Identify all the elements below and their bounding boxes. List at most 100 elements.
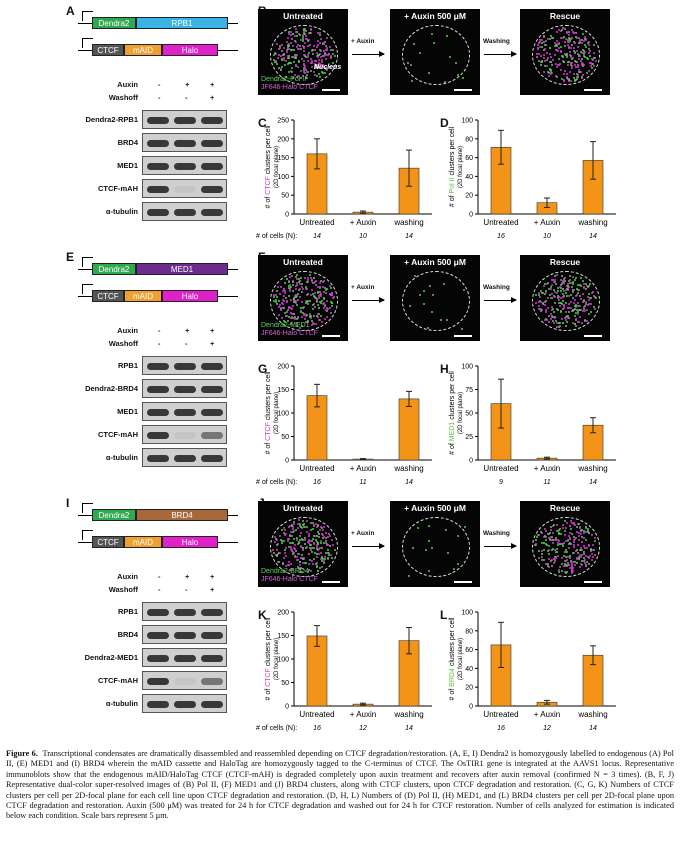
cluster-dot: [575, 66, 578, 69]
cluster-dot: [573, 538, 576, 541]
cluster-dot: [317, 569, 320, 572]
cluster-dot: [456, 562, 459, 565]
cluster-dot: [302, 520, 305, 523]
cluster-dot: [282, 54, 285, 57]
cluster-dot: [537, 59, 540, 62]
cluster-dot: [275, 301, 278, 304]
cluster-dot: [544, 539, 547, 542]
cluster-dot: [560, 303, 563, 306]
cluster-dot: [564, 52, 567, 55]
cluster-dot: [306, 278, 309, 281]
cluster-dot: [289, 546, 292, 549]
cluster-dot: [318, 313, 321, 316]
cluster-dot: [312, 281, 315, 284]
cluster-dot: [329, 301, 332, 304]
cluster-dot: [306, 70, 309, 73]
cluster-dot: [319, 293, 322, 296]
cluster-dot: [562, 564, 565, 567]
cluster-dot: [296, 316, 299, 319]
cluster-dot: [587, 296, 590, 299]
cluster-dot: [329, 66, 332, 69]
scale-bar: [322, 335, 340, 337]
cluster-dot: [561, 570, 564, 573]
cluster-dot: [575, 317, 578, 320]
cluster-dot: [555, 30, 558, 33]
cluster-dot: [418, 52, 421, 55]
cluster-dot: [299, 69, 302, 72]
cluster-dot: [581, 559, 584, 562]
cluster-dot: [318, 41, 321, 44]
cluster-dot: [290, 315, 293, 318]
cluster-dot: [545, 563, 548, 566]
cluster-dot: [545, 535, 548, 538]
cluster-dot: [319, 541, 322, 544]
cluster-dot: [289, 34, 292, 37]
cluster-dot: [573, 40, 576, 43]
cluster-dot: [293, 313, 296, 316]
cluster-dot: [593, 56, 596, 59]
cluster-dot: [559, 46, 562, 49]
cluster-dot: [575, 311, 578, 314]
cluster-dot: [463, 525, 466, 528]
cluster-dot: [568, 38, 571, 41]
cluster-dot: [545, 40, 548, 43]
cluster-dot: [571, 286, 574, 289]
cluster-dot: [583, 530, 586, 533]
cluster-dot: [551, 283, 554, 286]
cluster-dot: [308, 543, 311, 546]
cluster-dot: [282, 307, 285, 310]
cluster-dot: [283, 282, 286, 285]
cluster-dot: [305, 68, 308, 71]
blot-panel: [142, 110, 227, 129]
cluster-dot: [304, 67, 307, 70]
cluster-dot: [300, 554, 303, 557]
cluster-dot: [572, 322, 575, 325]
cluster-dot: [313, 534, 316, 537]
cluster-dot: [565, 56, 568, 59]
blot-band: [201, 455, 223, 462]
cluster-dot: [540, 308, 543, 311]
cluster-dot: [560, 301, 563, 304]
cluster-dot: [278, 313, 281, 316]
cluster-dot: [304, 277, 307, 280]
arrow-right-icon: [484, 297, 517, 303]
cluster-dot: [304, 76, 307, 79]
cluster-dot: [562, 60, 565, 63]
cluster-dot: [286, 56, 289, 59]
cluster-dot: [569, 532, 572, 535]
cluster-dot: [566, 538, 569, 541]
cluster-dot: [287, 319, 290, 322]
cluster-dot: [579, 547, 582, 550]
cluster-dot: [293, 34, 296, 37]
cluster-dot: [326, 558, 329, 561]
cluster-dot: [292, 61, 295, 64]
cluster-dot: [569, 557, 572, 560]
cluster-dot: [571, 57, 574, 60]
cluster-dot: [568, 542, 571, 545]
cluster-dot: [291, 76, 294, 79]
cluster-dot: [317, 56, 320, 59]
cluster-dot: [574, 322, 577, 325]
cluster-dot: [589, 549, 592, 552]
cluster-dot: [320, 552, 323, 555]
cluster-dot: [279, 46, 282, 49]
cluster-dot: [593, 537, 596, 540]
cluster-dot: [325, 308, 328, 311]
cluster-dot: [577, 65, 580, 68]
x-tick-label: Untreated: [483, 710, 518, 719]
cluster-dot: [555, 76, 558, 79]
cluster-dot: [554, 44, 557, 47]
cluster-dot: [565, 77, 568, 80]
cluster-dot: [301, 35, 304, 38]
cluster-dot: [585, 563, 588, 566]
cluster-dot: [327, 556, 330, 559]
cluster-dot: [310, 540, 313, 543]
cluster-dot: [302, 54, 305, 57]
blot-label: Dendra2-RPB1: [85, 115, 138, 124]
cluster-dot: [570, 560, 573, 563]
cluster-dot: [315, 60, 318, 63]
cluster-dot: [322, 533, 324, 536]
cluster-dot: [313, 59, 316, 62]
cluster-dot: [582, 283, 585, 286]
